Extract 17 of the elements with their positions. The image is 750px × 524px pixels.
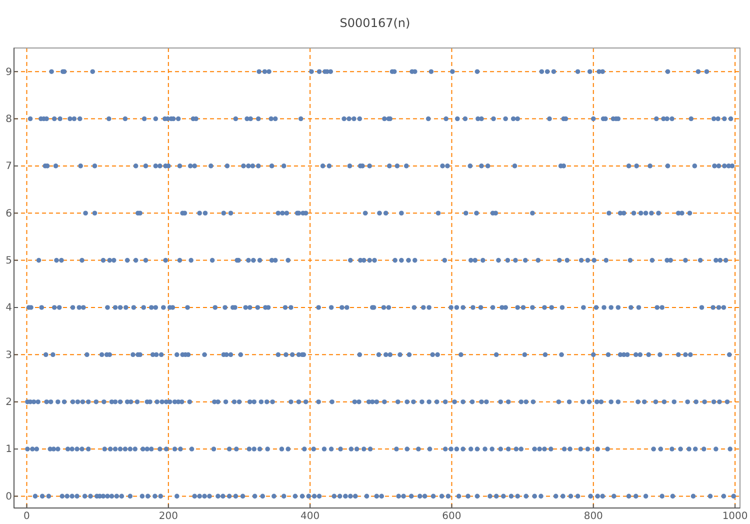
y-tick-label: 4 (6, 302, 12, 314)
y-tick-label: 2 (6, 397, 12, 408)
y-tick-label: 3 (6, 350, 12, 361)
x-tick-label: 0 (24, 511, 30, 522)
x-tick-label: 200 (158, 511, 178, 522)
y-tick-label: 9 (6, 66, 12, 78)
x-tick-label: 600 (442, 511, 462, 522)
y-tick-label: 6 (6, 208, 12, 220)
y-tick-label: 5 (6, 256, 12, 267)
chart-title: S000167(n) (340, 16, 410, 30)
y-tick-label: 7 (6, 161, 12, 172)
x-tick-label: 400 (300, 511, 320, 522)
x-tick-label: 800 (584, 511, 603, 522)
y-tick-label: 0 (6, 491, 12, 502)
x-tick-label: 1000 (722, 511, 748, 522)
y-tick-label: 8 (6, 114, 12, 125)
y-tick-label: 1 (6, 444, 12, 456)
